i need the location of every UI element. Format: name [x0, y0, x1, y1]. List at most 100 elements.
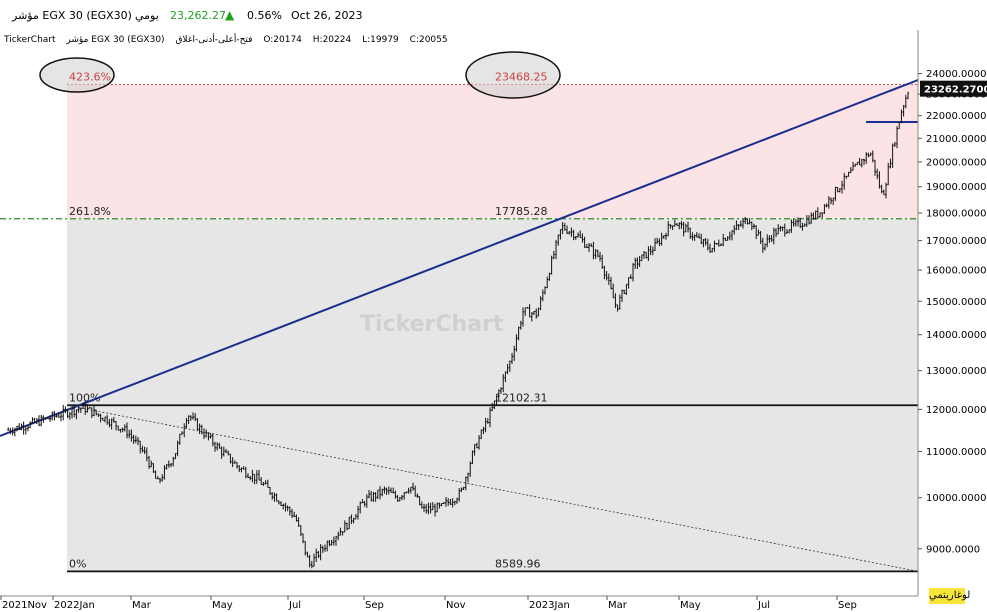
- candle: [900, 109, 903, 124]
- candle: [709, 243, 712, 253]
- candle: [163, 465, 166, 480]
- candle: [231, 457, 234, 468]
- candle: [720, 243, 723, 247]
- candle: [854, 163, 857, 167]
- ohlc-bar: TickerChart مؤشر EGX 30 (EGX30) فتح-أعلى…: [4, 35, 456, 45]
- candle: [893, 141, 896, 147]
- candle: [139, 440, 142, 454]
- candle: [71, 407, 74, 419]
- candle: [288, 506, 291, 516]
- candle: [482, 426, 485, 435]
- up-arrow-icon: ▲: [225, 8, 235, 22]
- candle: [665, 232, 668, 240]
- candle: [601, 254, 604, 269]
- candle: [548, 272, 551, 281]
- candle: [310, 560, 313, 569]
- candle: [530, 312, 533, 322]
- candle: [326, 540, 329, 552]
- candle: [574, 235, 577, 240]
- candle: [827, 196, 830, 209]
- candle: [819, 212, 822, 218]
- candle: [737, 224, 740, 230]
- candle: [746, 218, 749, 225]
- candle: [200, 424, 203, 435]
- candle: [249, 476, 252, 481]
- x-tick-label: 2022Jan: [54, 600, 95, 611]
- candle: [387, 486, 390, 495]
- candle: [748, 218, 751, 225]
- candle: [75, 409, 78, 420]
- candle: [187, 415, 190, 425]
- candle: [337, 531, 340, 541]
- candle: [783, 223, 786, 237]
- candle: [343, 520, 346, 533]
- candle: [13, 427, 16, 437]
- candle: [350, 514, 353, 524]
- candle: [852, 161, 855, 171]
- candle: [90, 407, 93, 419]
- low-value: L:19979: [362, 35, 399, 45]
- candle: [427, 502, 430, 515]
- fib-zone-upper: [67, 84, 918, 219]
- candle: [319, 544, 322, 561]
- candle: [777, 224, 780, 235]
- candle: [792, 219, 795, 227]
- candle: [779, 225, 782, 232]
- candle: [634, 257, 637, 269]
- candle: [286, 505, 289, 512]
- candle: [425, 504, 428, 514]
- candle: [240, 467, 243, 473]
- candle: [383, 486, 386, 494]
- candle: [403, 492, 406, 500]
- candle: [29, 421, 32, 429]
- candle: [513, 345, 516, 361]
- candle: [766, 234, 769, 248]
- candle: [379, 486, 382, 500]
- candle: [266, 479, 269, 488]
- candle: [49, 415, 52, 423]
- candle: [273, 492, 276, 502]
- candle: [108, 419, 111, 428]
- candle: [62, 404, 65, 421]
- candle: [744, 216, 747, 224]
- candle: [445, 496, 448, 507]
- candle: [489, 407, 492, 428]
- candle: [152, 462, 155, 473]
- symbol-label[interactable]: مؤشر EGX 30 (EGX30): [12, 9, 132, 22]
- watermark-text: TickerChart: [360, 312, 504, 337]
- candle: [832, 197, 835, 206]
- candle: [781, 226, 784, 232]
- candle: [640, 254, 643, 262]
- candle: [867, 152, 870, 158]
- period-label[interactable]: يومي: [135, 9, 159, 22]
- candle: [673, 219, 676, 227]
- candle: [203, 428, 206, 440]
- candle: [302, 533, 305, 544]
- candle: [328, 539, 331, 547]
- candle: [458, 488, 461, 502]
- candle: [871, 150, 874, 163]
- candle: [412, 482, 415, 491]
- x-tick-label: Mar: [132, 600, 152, 611]
- candle: [526, 306, 529, 309]
- candle: [570, 227, 573, 237]
- candle: [885, 182, 888, 199]
- candle: [57, 412, 60, 418]
- candle: [860, 158, 863, 168]
- candle: [330, 539, 333, 546]
- candle: [896, 126, 899, 149]
- candle: [684, 223, 687, 233]
- candle: [196, 418, 199, 430]
- log-scale-button[interactable]: لوغاريتمي: [929, 588, 970, 604]
- candle: [295, 514, 298, 522]
- candle: [359, 501, 362, 514]
- candle: [293, 511, 296, 517]
- candle: [51, 411, 54, 421]
- candle: [772, 227, 775, 245]
- candle: [830, 197, 833, 205]
- candle: [409, 486, 412, 494]
- candle: [280, 501, 283, 506]
- y-tick-label: 12000.0000: [926, 405, 986, 416]
- candle: [480, 429, 483, 440]
